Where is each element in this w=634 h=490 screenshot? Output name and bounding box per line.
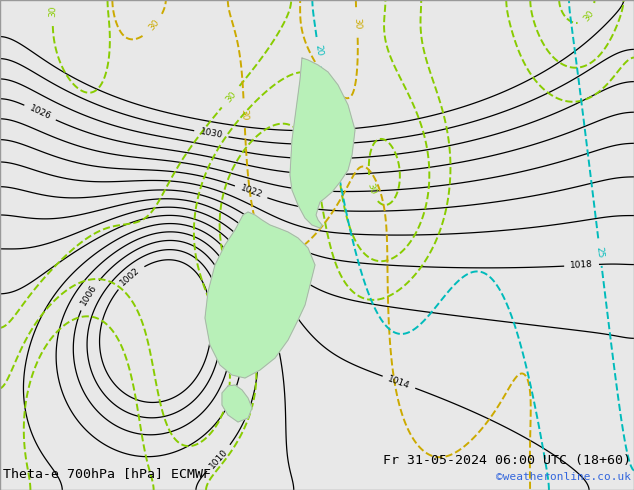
Polygon shape	[222, 385, 252, 422]
Text: 30: 30	[223, 90, 238, 104]
Text: 30: 30	[48, 5, 58, 17]
Text: 1014: 1014	[387, 374, 411, 391]
Text: 1030: 1030	[199, 127, 223, 140]
Text: 1010: 1010	[208, 447, 230, 470]
Text: Theta-e 700hPa [hPa] ECMWF: Theta-e 700hPa [hPa] ECMWF	[3, 467, 211, 480]
Text: 1022: 1022	[239, 184, 263, 200]
Text: 1006: 1006	[79, 283, 99, 307]
Text: 30: 30	[147, 18, 161, 33]
Polygon shape	[290, 58, 355, 228]
Polygon shape	[205, 212, 315, 378]
Text: ©weatheronline.co.uk: ©weatheronline.co.uk	[496, 472, 631, 482]
Text: 1026: 1026	[28, 104, 53, 122]
Text: 1002: 1002	[119, 266, 142, 288]
Text: 30: 30	[582, 8, 596, 23]
Text: 30: 30	[353, 18, 362, 30]
Text: 1018: 1018	[570, 260, 593, 270]
Text: 25: 25	[595, 246, 605, 258]
Text: 30: 30	[366, 182, 378, 196]
Text: 20: 20	[313, 45, 324, 57]
Text: 30: 30	[240, 108, 249, 120]
Text: Fr 31-05-2024 06:00 UTC (18+60): Fr 31-05-2024 06:00 UTC (18+60)	[383, 454, 631, 467]
